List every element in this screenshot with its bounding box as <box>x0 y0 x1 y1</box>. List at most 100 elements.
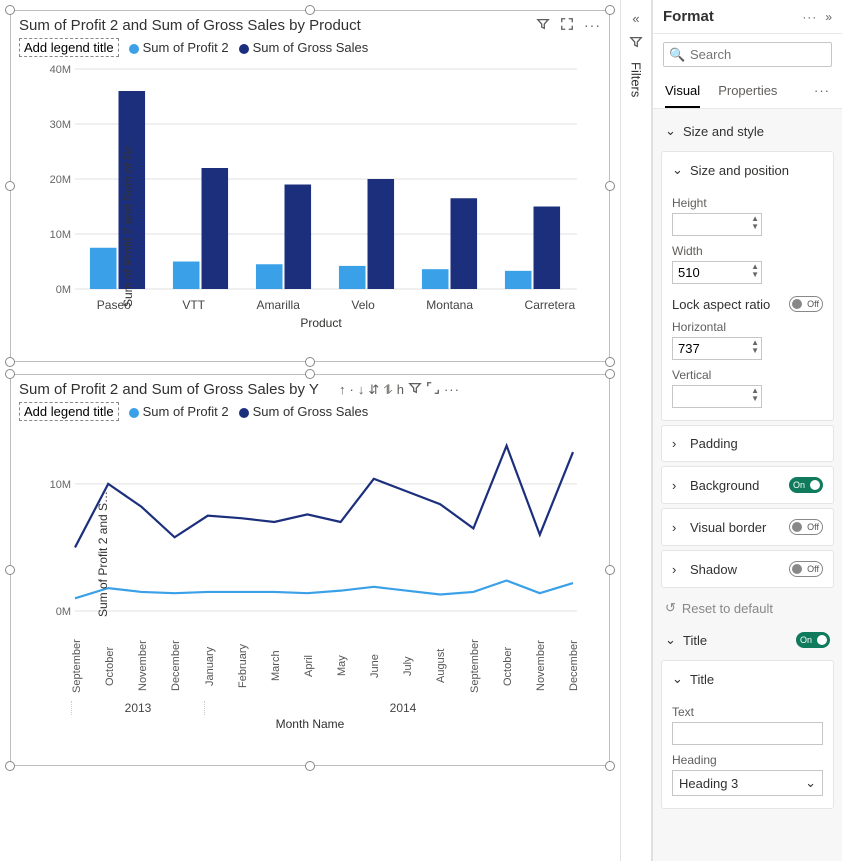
svg-text:30M: 30M <box>50 119 71 131</box>
filters-pane-icon[interactable] <box>626 32 646 52</box>
filters-pane-label[interactable]: Filters <box>629 56 644 103</box>
field-label: Width <box>672 244 823 258</box>
pane-expand-icon[interactable]: » <box>825 10 832 24</box>
svg-text:0M: 0M <box>56 284 71 293</box>
focus-mode-icon[interactable] <box>426 381 440 398</box>
chevron-right-icon: › <box>672 478 684 493</box>
resize-handle[interactable] <box>5 761 15 771</box>
hierarchy-icon[interactable]: h <box>397 382 404 397</box>
svg-text:10M: 10M <box>50 479 71 491</box>
tab-visual[interactable]: Visual <box>665 75 700 108</box>
chevron-right-icon: › <box>672 436 684 451</box>
more-options-icon[interactable]: ··· <box>584 17 601 34</box>
collapse-chevrons-icon[interactable]: « <box>626 8 646 28</box>
resize-handle[interactable] <box>305 369 315 379</box>
card-padding[interactable]: › Padding <box>662 426 833 461</box>
card-label: Padding <box>690 436 738 451</box>
heading-select[interactable]: Heading 3⌄ <box>672 770 823 796</box>
card-title[interactable]: ⌄ Title <box>662 661 833 697</box>
pane-title: Format <box>663 8 794 25</box>
title-text-input[interactable] <box>672 722 823 745</box>
card-shadow[interactable]: › Shadow Off <box>662 551 833 587</box>
shadow-toggle[interactable]: Off <box>789 561 823 577</box>
resize-handle[interactable] <box>305 357 315 367</box>
resize-handle[interactable] <box>5 357 15 367</box>
section-size-and-style[interactable]: ⌄ Size and style <box>661 115 834 147</box>
svg-text:20M: 20M <box>50 174 71 186</box>
field-label: Text <box>672 705 823 719</box>
collapsed-pane-rail: « Filters <box>620 0 652 861</box>
section-label: Size and style <box>683 124 764 139</box>
x-axis-label: Month Name <box>11 715 609 737</box>
chevron-down-icon: ⌄ <box>665 632 677 648</box>
chart-title: Sum of Profit 2 and Sum of Gross Sales b… <box>19 381 339 398</box>
section-title[interactable]: ⌄ Title On <box>661 624 834 656</box>
x-axis-year-ticks: 20132014 <box>11 701 609 715</box>
field-label: Heading <box>672 753 823 767</box>
field-label: Vertical <box>672 368 823 382</box>
card-label: Size and position <box>690 163 789 178</box>
line-chart-visual[interactable]: Sum of Profit 2 and Sum of Gross Sales b… <box>10 374 610 766</box>
resize-handle[interactable] <box>305 5 315 15</box>
chevron-down-icon: ⌄ <box>672 671 684 687</box>
svg-text:10M: 10M <box>50 229 71 241</box>
format-search-input[interactable] <box>663 42 832 67</box>
vertical-input[interactable]: ▲▼ <box>672 385 762 408</box>
expand-all-icon[interactable]: ⥮ <box>383 382 392 398</box>
card-label: Background <box>690 478 759 493</box>
title-section-toggle[interactable]: On <box>796 632 830 648</box>
legend-title-placeholder[interactable]: Add legend title <box>19 402 119 421</box>
line-chart-plot: 0M 10M <box>41 427 581 617</box>
svg-text:0M: 0M <box>56 606 71 617</box>
report-canvas[interactable]: Sum of Profit 2 and Sum of Gross Sales b… <box>0 0 620 861</box>
card-label: Title <box>690 672 714 687</box>
chevron-down-icon: ⌄ <box>805 775 816 791</box>
resize-handle[interactable] <box>5 369 15 379</box>
expand-next-icon[interactable]: ⇵ <box>368 382 379 398</box>
legend-item: Sum of Profit 2 <box>129 40 229 55</box>
drill-up-icon[interactable]: ↑ <box>339 382 346 397</box>
horizontal-input[interactable]: ▲▼ <box>672 337 762 360</box>
card-visual-border[interactable]: ›Visual borderOff <box>662 509 833 545</box>
chevron-right-icon: › <box>672 520 684 535</box>
pane-more-icon[interactable]: ··· <box>802 10 817 24</box>
resize-handle[interactable] <box>605 5 615 15</box>
card-size-and-position[interactable]: ⌄ Size and position <box>662 152 833 188</box>
legend-item: Sum of Gross Sales <box>239 404 369 419</box>
bar-chart-visual[interactable]: Sum of Profit 2 and Sum of Gross Sales b… <box>10 10 610 362</box>
reset-icon: ↺ <box>665 600 676 616</box>
format-pane: Format ··· » 🔍 Visual Properties ··· ⌄ S… <box>652 0 842 861</box>
search-icon: 🔍 <box>669 47 685 63</box>
resize-handle[interactable] <box>305 761 315 771</box>
resize-handle[interactable] <box>5 5 15 15</box>
visual-border-toggle[interactable]: Off <box>789 519 823 535</box>
card-label: Shadow <box>690 562 737 577</box>
section-label: Title <box>683 633 707 648</box>
resize-handle[interactable] <box>605 369 615 379</box>
chart-title: Sum of Profit 2 and Sum of Gross Sales b… <box>19 17 536 34</box>
card-background[interactable]: › Background On <box>662 467 833 503</box>
filter-icon[interactable] <box>536 17 550 34</box>
y-axis-label: Sum of Profit 2 and S… <box>96 437 110 617</box>
tab-properties[interactable]: Properties <box>718 75 777 108</box>
lock-aspect-toggle[interactable]: Off <box>789 296 823 312</box>
resize-handle[interactable] <box>605 761 615 771</box>
svg-text:40M: 40M <box>50 64 71 76</box>
background-toggle[interactable]: On <box>789 477 823 493</box>
drill-toggle-icon[interactable]: · <box>350 382 354 397</box>
tabs-overflow-icon[interactable]: ··· <box>814 75 830 108</box>
field-label: Horizontal <box>672 320 823 334</box>
reset-to-default[interactable]: ↺Reset to default <box>661 592 834 624</box>
more-options-icon[interactable]: ··· <box>444 382 460 397</box>
height-input[interactable]: ▲▼ <box>672 213 762 236</box>
filter-icon[interactable] <box>408 381 422 398</box>
legend-title-placeholder[interactable]: Add legend title <box>19 38 119 57</box>
y-axis-label: Sum of Profit 2 and Sum of Gr… <box>121 77 135 307</box>
field-label: Lock aspect ratio <box>672 297 770 312</box>
drill-down-icon[interactable]: ↓ <box>358 382 365 397</box>
focus-mode-icon[interactable] <box>560 17 574 34</box>
width-input[interactable]: ▲▼ <box>672 261 762 284</box>
resize-handle[interactable] <box>605 357 615 367</box>
chevron-down-icon: ⌄ <box>672 162 684 178</box>
chevron-right-icon: › <box>672 562 684 577</box>
